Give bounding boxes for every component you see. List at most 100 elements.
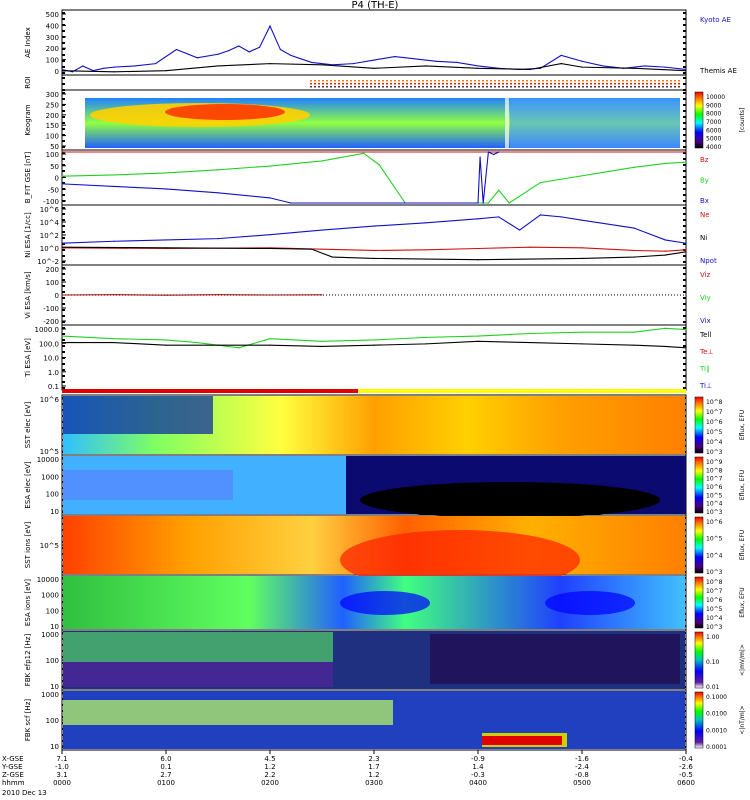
point-ti (217, 344, 219, 346)
roi-mark (650, 83, 652, 85)
roi-mark (406, 83, 408, 85)
roi-mark (426, 86, 428, 88)
roi-mark (582, 83, 584, 85)
roi-mark (674, 83, 676, 85)
side-tick (683, 219, 686, 221)
roi-mark (450, 83, 452, 85)
side-tick (62, 255, 65, 257)
side-tick (62, 261, 65, 263)
xaxis-value: 4.5 (264, 755, 275, 763)
cbar-tick-sst_i: 10^4 (706, 552, 723, 559)
roi-mark (334, 83, 336, 85)
point-ae (227, 50, 229, 52)
ytick-sst_e: 10^6 (40, 396, 60, 404)
side-tick (683, 146, 686, 148)
roi-mark (582, 80, 584, 82)
point-ae (560, 54, 562, 57)
side-tick (683, 200, 686, 202)
roi-mark (642, 83, 644, 85)
side-tick (683, 48, 686, 50)
roi-mark (506, 80, 508, 82)
roi-mark (330, 83, 332, 85)
point-ae (217, 53, 219, 55)
ytick-ti: 1.0 (48, 369, 59, 377)
ytick-keo: 250 (46, 101, 59, 109)
ytick-keo: 100 (46, 133, 59, 141)
point-ni (685, 249, 687, 251)
roi-mark (654, 86, 656, 88)
roi-mark (474, 83, 476, 85)
roi-mark (574, 83, 576, 85)
roi-mark (626, 80, 628, 82)
cbar-tick-keo: 9000 (706, 102, 721, 109)
ytick-fbk2: 10 (50, 743, 59, 751)
roi-mark (418, 83, 420, 85)
side-tick (62, 164, 65, 166)
ylabel-ti: Ti ESA [eV] (24, 338, 32, 378)
side-tick (62, 104, 65, 106)
point-ae (61, 68, 63, 71)
side-tick (683, 122, 686, 124)
roi-mark (606, 83, 608, 85)
xaxis-value: 2.2 (264, 771, 275, 779)
ylabel-bfit: B_FIT GSE [nT] (24, 151, 32, 203)
roi-mark (514, 83, 516, 85)
point-ni (425, 222, 427, 224)
point-ae (373, 59, 375, 61)
roi-mark (598, 83, 600, 85)
point-ni (217, 238, 219, 240)
point-ni (529, 246, 531, 248)
side-tick (62, 291, 65, 293)
xaxis-value: -0.8 (575, 771, 589, 779)
side-tick (62, 152, 65, 154)
side-tick (62, 315, 65, 317)
roi-mark (506, 83, 508, 85)
roi-mark (654, 80, 656, 82)
legend-ti: Ti⊥ (699, 382, 712, 390)
roi-mark (630, 83, 632, 85)
point-ti (685, 328, 687, 331)
legend-ti: Tell (699, 331, 711, 339)
cbar-tick-sst_e: 10^3 (706, 449, 723, 456)
roi-mark (338, 80, 340, 82)
point-ti (321, 340, 323, 342)
roi-mark (434, 86, 436, 88)
cbar-tick-sst_e: 10^7 (706, 409, 723, 416)
xaxis-row-label: Z-GSE (2, 771, 24, 779)
ytick-keo: 300 (46, 91, 59, 99)
series-ti-1 (62, 340, 687, 349)
roi-mark (370, 80, 372, 82)
roi-mark (546, 83, 548, 85)
point-bfit (378, 164, 380, 166)
side-tick (683, 72, 686, 74)
point-ni (321, 248, 323, 250)
side-tick (62, 273, 65, 275)
point-bfit (269, 165, 271, 167)
point-ae (71, 71, 73, 73)
roi-mark (310, 86, 312, 88)
cbar-label-fbk2: <|nT/m|> (739, 705, 746, 734)
roi-mark (634, 86, 636, 88)
roi-mark (646, 83, 648, 85)
cbar-tick-fbk2: 0.0010 (706, 727, 727, 734)
point-bfit (581, 151, 583, 153)
point-ae (175, 48, 177, 51)
ytick-vi: 100 (46, 279, 59, 287)
point-ae (259, 46, 261, 48)
roi-mark (454, 83, 456, 85)
ytick-vi: 200 (46, 266, 59, 274)
roi-mark (566, 83, 568, 85)
roi-mark (642, 80, 644, 82)
cbar-tick-fbk1: 0.10 (706, 659, 720, 666)
cbar-label-keo: [counts] (739, 108, 746, 133)
side-tick (62, 134, 65, 136)
roi-mark (586, 83, 588, 85)
roi-mark (390, 80, 392, 82)
roi-mark (542, 86, 544, 88)
side-tick (62, 321, 65, 323)
roi-mark (662, 86, 664, 88)
point-ni (425, 258, 427, 260)
ytick-fbk1: 1000 (41, 631, 59, 639)
point-ae (373, 67, 375, 69)
side-tick (683, 297, 686, 299)
